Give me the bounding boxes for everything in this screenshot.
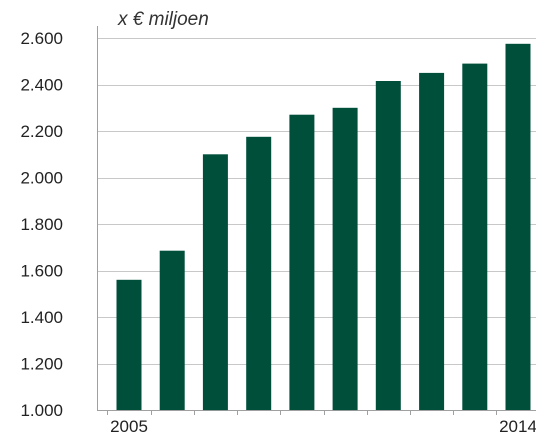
bar-2010 (332, 107, 358, 411)
bar-2007 (202, 154, 228, 411)
y-tick-label: 1.600 (20, 262, 63, 281)
x-axis-tick-labels: 2005 2014 (110, 417, 536, 436)
bars (116, 43, 531, 411)
y-axis-tick-labels: 1.000 1.200 1.400 1.600 1.800 2.000 2.200 2.400… (20, 29, 63, 420)
bar-2006 (159, 250, 185, 410)
y-tick-label: 1.800 (20, 215, 63, 234)
y-tick-label: 2.600 (20, 29, 63, 48)
bar-2005 (116, 279, 142, 410)
bar-2012 (419, 72, 445, 411)
x-tick-label: 2014 (499, 417, 536, 436)
y-tick-label: 2.000 (20, 169, 63, 188)
x-tick-label: 2005 (110, 417, 148, 436)
y-tick-label: 1.000 (20, 401, 63, 420)
y-tick-label: 1.400 (20, 308, 63, 327)
y-unit-label: x € miljoen (117, 9, 209, 30)
bar-2013 (462, 63, 488, 410)
y-tick-label: 2.400 (20, 76, 63, 95)
bar-2014 (505, 43, 531, 411)
bar-2009 (289, 114, 315, 410)
bar-2011 (375, 81, 401, 410)
y-tick-label: 2.200 (20, 122, 63, 141)
y-tick-label: 1.200 (20, 355, 63, 374)
bar-2008 (246, 136, 272, 411)
